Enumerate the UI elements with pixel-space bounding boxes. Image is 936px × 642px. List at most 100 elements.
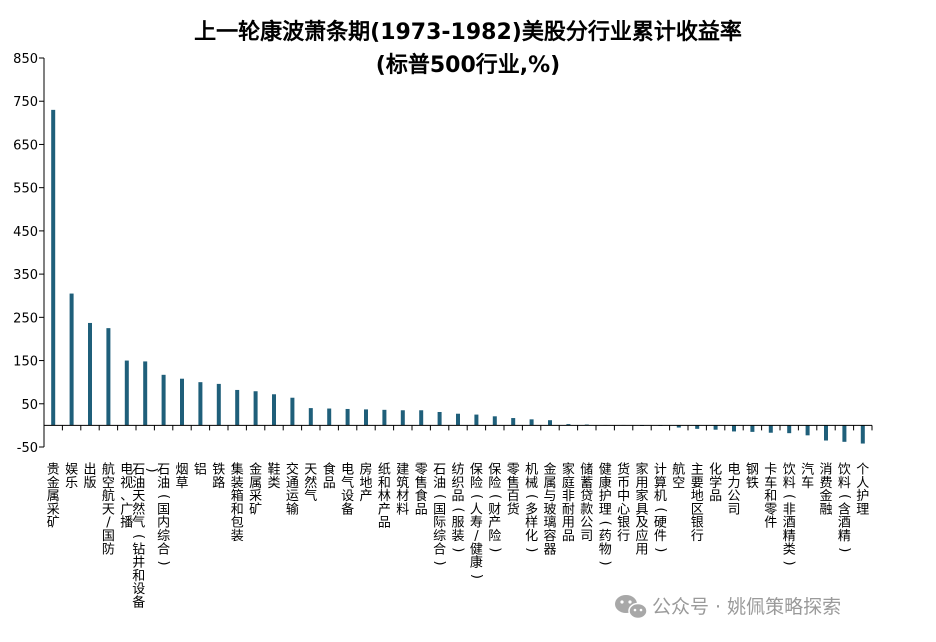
svg-text:康: 康 xyxy=(599,475,612,491)
svg-text:中: 中 xyxy=(617,489,630,504)
svg-text:贷: 贷 xyxy=(580,489,593,504)
svg-text:纸: 纸 xyxy=(378,463,391,478)
svg-text:地: 地 xyxy=(359,476,372,491)
svg-text:): ) xyxy=(653,547,668,552)
bar xyxy=(456,413,460,426)
svg-text:航: 航 xyxy=(102,488,115,504)
svg-text:康: 康 xyxy=(470,555,483,571)
svg-text:货: 货 xyxy=(507,501,520,517)
svg-text:): ) xyxy=(469,574,484,579)
svg-text:用: 用 xyxy=(635,476,648,491)
bar xyxy=(787,425,792,434)
svg-text:品: 品 xyxy=(451,489,464,504)
svg-text:采: 采 xyxy=(47,502,60,517)
svg-text:运: 运 xyxy=(286,489,299,504)
svg-text:筑: 筑 xyxy=(396,475,409,491)
svg-text:汽: 汽 xyxy=(801,463,814,478)
bar xyxy=(51,109,56,426)
category-label: 汽车 xyxy=(801,463,814,491)
svg-text:铁: 铁 xyxy=(212,463,225,478)
svg-text:币: 币 xyxy=(617,476,630,491)
svg-text:金: 金 xyxy=(249,462,262,478)
svg-text:容: 容 xyxy=(543,528,556,544)
svg-text:气: 气 xyxy=(132,515,145,531)
svg-text:饮: 饮 xyxy=(783,463,796,478)
svg-text:航: 航 xyxy=(102,462,115,478)
svg-text:银: 银 xyxy=(617,516,630,531)
svg-text:理: 理 xyxy=(599,502,612,517)
bar xyxy=(198,382,203,426)
svg-text:财: 财 xyxy=(488,502,501,517)
y-tick-label: 550 xyxy=(13,182,38,197)
svg-text:寿: 寿 xyxy=(470,516,483,531)
svg-text:电: 电 xyxy=(341,463,354,478)
svg-text:装: 装 xyxy=(231,476,244,491)
svg-text:家: 家 xyxy=(635,488,648,504)
bar xyxy=(345,408,350,426)
svg-text:璃: 璃 xyxy=(543,516,556,531)
svg-text:集: 集 xyxy=(231,462,244,478)
svg-text:备: 备 xyxy=(341,501,354,517)
svg-text:司: 司 xyxy=(580,529,593,544)
svg-text:(: ( xyxy=(524,494,539,499)
svg-text:油: 油 xyxy=(433,476,446,491)
svg-text:铝: 铝 xyxy=(194,463,207,478)
svg-text:硬: 硬 xyxy=(654,516,667,531)
bar xyxy=(308,408,313,426)
bar xyxy=(272,394,276,426)
bar xyxy=(419,410,424,426)
bar xyxy=(695,425,700,429)
svg-text:包: 包 xyxy=(231,516,244,531)
category-label: 纺织品 (服装) xyxy=(450,463,465,553)
svg-text:主: 主 xyxy=(691,463,704,478)
bar xyxy=(216,383,221,426)
svg-text:要: 要 xyxy=(691,476,704,491)
svg-text:综: 综 xyxy=(433,529,446,544)
svg-text:类: 类 xyxy=(267,476,280,491)
svg-text:(: ( xyxy=(156,494,171,499)
svg-text:装: 装 xyxy=(451,529,464,544)
svg-text:(: ( xyxy=(653,507,668,512)
category-label: 保险 (人寿/健康) xyxy=(469,463,484,579)
svg-text:售: 售 xyxy=(507,475,520,491)
svg-text:、: 、 xyxy=(120,489,133,504)
svg-text:航: 航 xyxy=(672,462,685,478)
svg-text:(: ( xyxy=(782,494,797,499)
svg-text:具: 具 xyxy=(635,502,648,517)
svg-text:品: 品 xyxy=(562,529,575,544)
bar xyxy=(842,425,847,442)
svg-text:用: 用 xyxy=(562,516,575,531)
svg-text:): ) xyxy=(156,561,171,566)
bar xyxy=(768,425,773,433)
svg-text:险: 险 xyxy=(470,476,483,491)
svg-text:天: 天 xyxy=(132,489,145,504)
bar xyxy=(713,425,718,430)
svg-text:产: 产 xyxy=(378,502,391,517)
svg-text:乐: 乐 xyxy=(65,476,78,491)
svg-text:食: 食 xyxy=(323,462,336,478)
svg-text:样: 样 xyxy=(525,516,538,531)
y-tick-label: 750 xyxy=(13,95,38,110)
svg-text:): ) xyxy=(451,547,466,552)
svg-text:货: 货 xyxy=(617,462,630,478)
bar xyxy=(88,322,92,426)
svg-text:房: 房 xyxy=(359,462,372,478)
svg-text:综: 综 xyxy=(157,529,170,544)
svg-text:鞋: 鞋 xyxy=(267,462,280,478)
svg-text:气: 气 xyxy=(304,488,317,504)
svg-text:设: 设 xyxy=(341,489,354,504)
svg-text:通: 通 xyxy=(286,476,299,491)
svg-text:电: 电 xyxy=(120,463,133,478)
y-tick-label: -50 xyxy=(17,441,38,456)
svg-text:林: 林 xyxy=(378,489,391,504)
